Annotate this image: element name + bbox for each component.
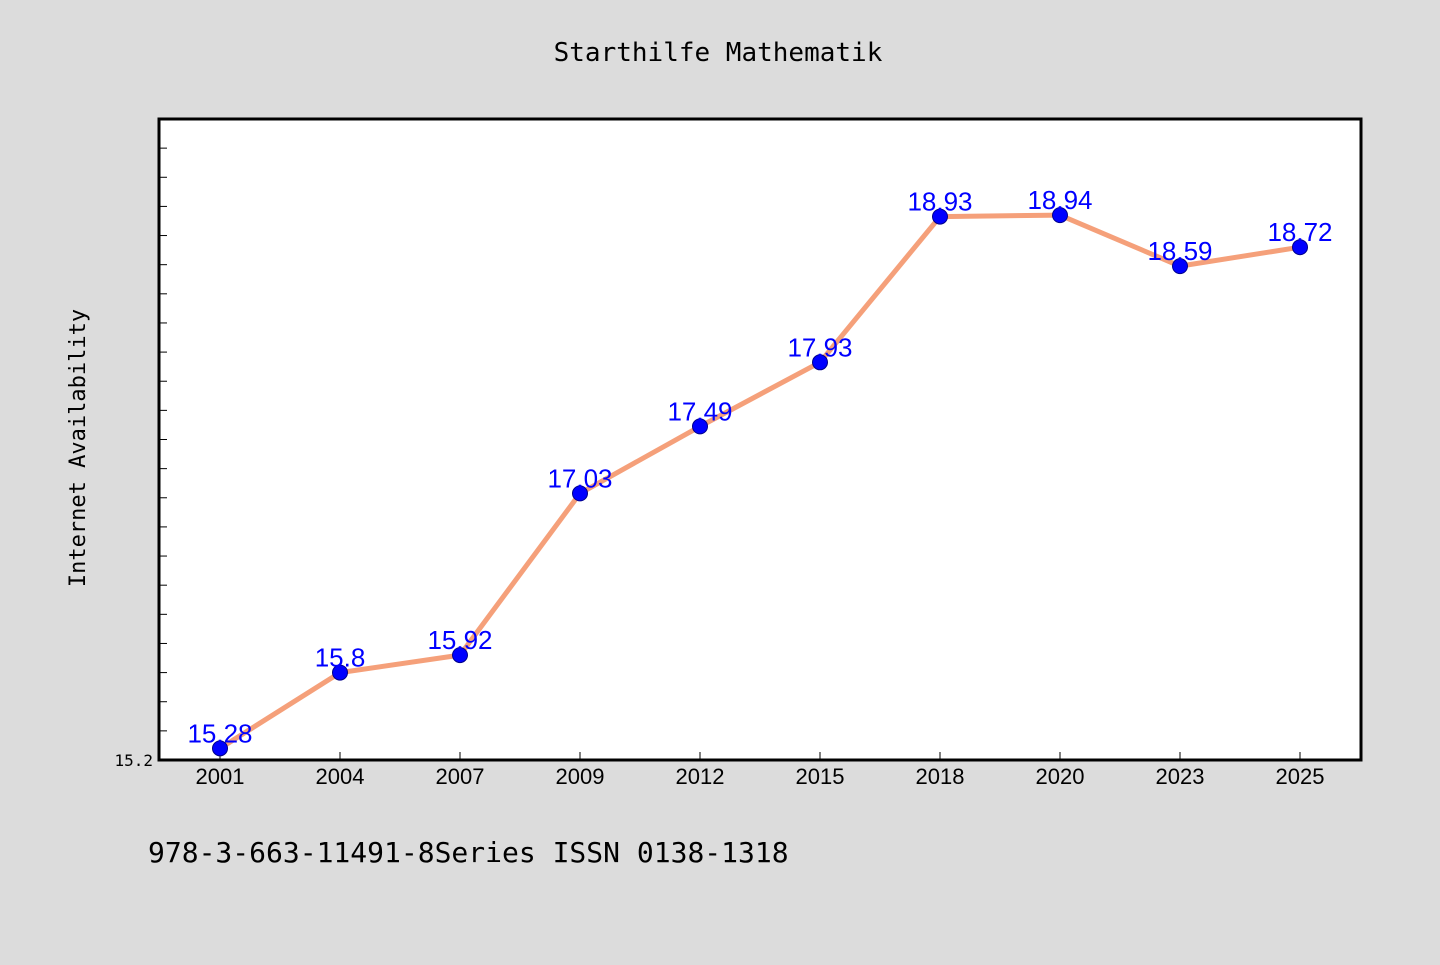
x-tick-label: 2015 bbox=[796, 764, 845, 789]
data-label: 18.72 bbox=[1267, 217, 1332, 247]
data-point-marker bbox=[932, 208, 948, 225]
chart-title: Starthilfe Mathematik bbox=[554, 38, 883, 68]
x-tick-label: 2018 bbox=[916, 764, 965, 789]
x-tick-label: 2001 bbox=[196, 764, 245, 789]
plot-area bbox=[157, 117, 1363, 762]
x-tick-label: 2023 bbox=[1156, 764, 1205, 789]
data-point-marker bbox=[812, 354, 828, 371]
x-tick-label: 2020 bbox=[1036, 764, 1085, 789]
data-label: 18.93 bbox=[907, 187, 972, 217]
series-line bbox=[217, 212, 1303, 751]
data-point-marker bbox=[212, 740, 228, 757]
x-axis-ticks: 2001 2004 2007 2009 2012 2015 2018 2020 2023 2025 bbox=[196, 752, 1325, 789]
footer-isbn-text: 978-3-663-11491-8Series ISSN 0138-1318 bbox=[148, 836, 789, 869]
data-point-marker bbox=[692, 418, 708, 435]
y-tick-label: 15.2 bbox=[114, 751, 153, 770]
x-tick-label: 2004 bbox=[316, 764, 365, 789]
data-point-marker bbox=[452, 647, 468, 664]
data-label: 17.03 bbox=[547, 463, 612, 493]
x-tick-label: 2025 bbox=[1276, 764, 1325, 789]
data-label: 17.49 bbox=[667, 396, 732, 426]
data-point-marker bbox=[1052, 207, 1068, 224]
x-tick-label: 2007 bbox=[436, 764, 485, 789]
data-label: 18.59 bbox=[1147, 236, 1212, 266]
data-point-marker bbox=[572, 485, 588, 502]
y-axis-ticks bbox=[159, 118, 167, 761]
data-label: 18.94 bbox=[1027, 185, 1092, 215]
data-label: 17.93 bbox=[787, 332, 852, 362]
data-label: 15.92 bbox=[427, 625, 492, 655]
data-point-marker bbox=[1172, 258, 1188, 275]
data-point-marker bbox=[332, 664, 348, 681]
data-label: 15.28 bbox=[187, 718, 252, 748]
data-point-marker bbox=[1292, 239, 1308, 256]
data-label: 15.8 bbox=[315, 643, 366, 673]
x-tick-label: 2009 bbox=[556, 764, 605, 789]
y-axis-title: Internet Availability bbox=[66, 309, 91, 587]
x-tick-label: 2012 bbox=[676, 764, 725, 789]
series-layer: 15.28 15.8 15.92 17.03 17.49 17.93 18.93 18.94 1… bbox=[187, 185, 1333, 757]
